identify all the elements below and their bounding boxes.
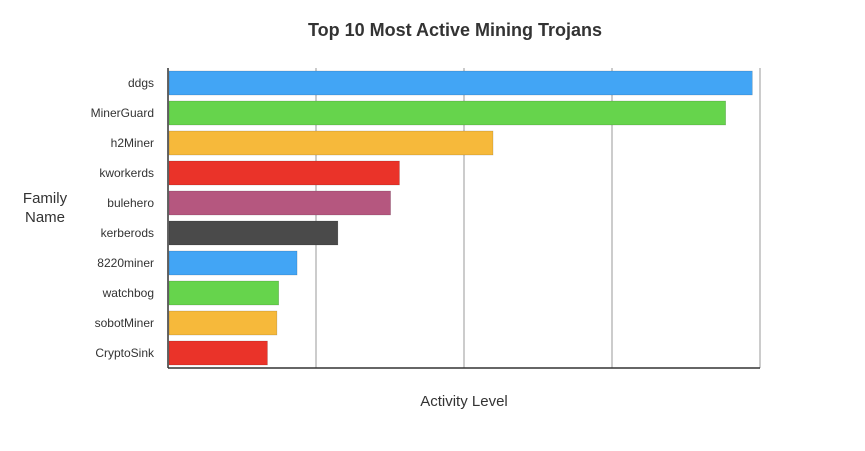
category-label-sobotminer: sobotMiner <box>95 316 154 330</box>
category-label-kworkerds: kworkerds <box>99 166 154 180</box>
bar-h2miner <box>168 130 494 156</box>
bar-ddgs <box>168 70 753 96</box>
category-label-bulehero: bulehero <box>107 196 154 210</box>
bar-kerberods <box>168 220 339 246</box>
category-label-8220miner: 8220miner <box>97 256 154 270</box>
y-axis-title: Family Name <box>22 190 68 226</box>
category-label-minerguard: MinerGuard <box>91 106 154 120</box>
category-labels: ddgs MinerGuard h2Miner kworkerds bulehero ke… <box>91 76 155 360</box>
category-label-kerberods: kerberods <box>101 226 154 240</box>
chart-title: Top 10 Most Active Mining Trojans <box>307 20 603 40</box>
bar-minerguard <box>168 100 726 126</box>
axes <box>167 68 760 369</box>
bar-kworkerds <box>168 160 400 186</box>
x-axis-title: Activity Level <box>420 393 508 410</box>
bar-bulehero <box>168 190 391 216</box>
category-label-h2miner: h2Miner <box>111 136 154 150</box>
bar-8220miner <box>168 250 298 276</box>
category-label-cryptosink: CryptoSink <box>95 346 155 360</box>
bars <box>168 70 753 366</box>
category-label-watchbog: watchbog <box>102 286 154 300</box>
bar-watchbog <box>168 280 279 306</box>
bar-cryptosink <box>168 340 268 366</box>
category-label-ddgs: ddgs <box>128 76 154 90</box>
bar-sobotminer <box>168 310 278 336</box>
